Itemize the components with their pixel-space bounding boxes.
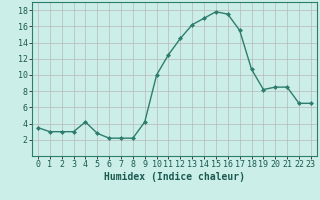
X-axis label: Humidex (Indice chaleur): Humidex (Indice chaleur) <box>104 172 245 182</box>
